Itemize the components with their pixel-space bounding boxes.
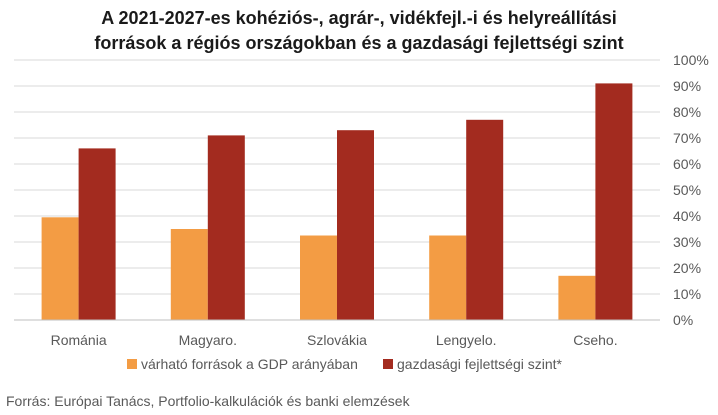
bar-fejlettseg [207, 135, 245, 320]
y-tick-label: 100% [673, 52, 709, 68]
y-tick-label: 20% [673, 260, 701, 276]
bars [41, 83, 633, 321]
source-note: Forrás: Európai Tanács, Portfolio-kalkul… [6, 393, 411, 409]
y-tick-label: 50% [673, 182, 701, 198]
category-labels: Románia Magyaro. Szlovákia Lengyelo. Cseho. [51, 332, 618, 348]
legend: várható források a GDP arányában gazdasá… [127, 356, 563, 372]
y-tick-label: 90% [673, 78, 701, 94]
category-label: Magyaro. [179, 332, 237, 348]
y-tick-label: 30% [673, 234, 701, 250]
legend-label-forrasok: várható források a GDP arányában [141, 356, 358, 372]
y-tick-label: 0% [673, 312, 693, 328]
category-label: Szlovákia [307, 332, 367, 348]
legend-swatch-fejlettseg [383, 359, 393, 369]
bar-forrasok [429, 235, 467, 320]
y-tick-label: 40% [673, 208, 701, 224]
y-axis-ticks: 0% 10% 20% 30% 40% 50% 60% 70% 80% 90% 100% [673, 52, 709, 328]
bar-fejlettseg [337, 130, 374, 320]
y-tick-label: 60% [673, 156, 701, 172]
y-tick-label: 70% [673, 130, 701, 146]
bar-forrasok [41, 217, 79, 320]
bar-forrasok [300, 235, 337, 320]
bar-fejlettseg [466, 119, 504, 320]
bar-fejlettseg [595, 83, 633, 321]
chart-title-line-2: források a régiós országokban és a gazda… [94, 33, 623, 53]
bar-forrasok [170, 229, 208, 320]
category-label: Románia [51, 332, 107, 348]
y-tick-label: 10% [673, 286, 701, 302]
legend-label-fejlettseg: gazdasági fejlettségi szint* [397, 356, 563, 372]
bar-forrasok [558, 275, 596, 320]
chart-title-line-1: A 2021-2027-es kohéziós-, agrár-, vidékf… [101, 8, 617, 28]
category-label: Cseho. [573, 332, 617, 348]
legend-swatch-forrasok [127, 359, 137, 369]
bar-fejlettseg [78, 148, 116, 320]
category-label: Lengyelo. [436, 332, 497, 348]
y-tick-label: 80% [673, 104, 701, 120]
